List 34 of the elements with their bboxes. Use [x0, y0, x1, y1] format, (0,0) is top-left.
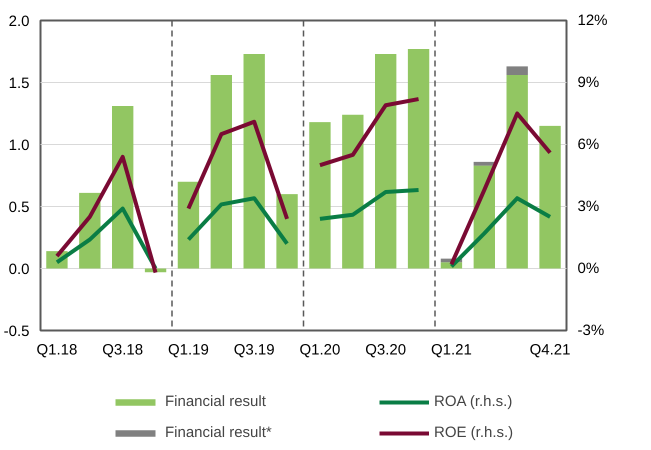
x-tick-label: Q4.21	[530, 342, 571, 358]
y-tick-label: 1.5	[8, 75, 30, 92]
legend-label: ROE (r.h.s.)	[434, 424, 514, 441]
legend-label: Financial result	[165, 393, 267, 410]
y2-tick-label: 12%	[578, 12, 608, 29]
bar	[210, 75, 232, 268]
bar	[506, 75, 528, 268]
x-tick-label: Q3.19	[234, 342, 275, 358]
y-tick-label: -0.5	[4, 323, 30, 340]
y2-tick-label: 6%	[578, 136, 600, 153]
bar	[178, 182, 200, 268]
y2-tick-label: 0%	[578, 260, 600, 277]
y2-tick-label: 9%	[578, 74, 600, 91]
x-tick-label: Q1.18	[36, 342, 78, 358]
x-tick-label: Q1.20	[300, 342, 340, 358]
x-tick-label: Q1.19	[168, 342, 209, 358]
y-tick-label: 1.0	[8, 137, 30, 154]
y-tick-label: 2.0	[8, 13, 30, 30]
bar	[342, 114, 364, 268]
bar	[244, 54, 265, 268]
x-tick-label: Q3.20	[365, 342, 406, 358]
bar	[539, 126, 561, 268]
legend-label: Financial result*	[165, 424, 273, 441]
y2-tick-label: 3%	[578, 198, 600, 215]
bar	[408, 49, 430, 268]
y-tick-label: 0.5	[8, 199, 30, 216]
bar	[506, 66, 528, 76]
x-tick-label: Q3.18	[102, 342, 144, 358]
bar	[375, 54, 396, 268]
legend-label: ROA (r.h.s.)	[434, 393, 514, 410]
y2-tick-label: -3%	[578, 322, 604, 339]
bar	[309, 122, 331, 268]
y-tick-label: 0.0	[8, 261, 30, 278]
x-tick-label: Q1.21	[431, 342, 472, 358]
